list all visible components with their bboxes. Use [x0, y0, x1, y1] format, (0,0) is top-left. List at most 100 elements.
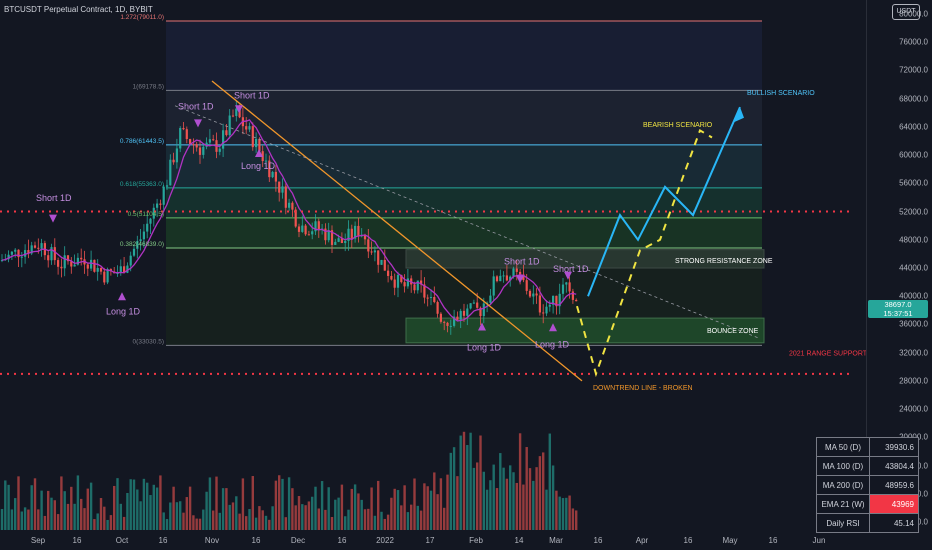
- candle-body: [449, 325, 452, 327]
- volume-bar: [20, 511, 23, 530]
- volume-bar: [66, 503, 70, 530]
- volume-bar: [538, 456, 542, 530]
- volume-bar: [238, 513, 241, 530]
- ma-value: 45.14: [869, 513, 919, 533]
- volume-bar: [254, 517, 258, 530]
- ma-label: MA 200 (D): [816, 475, 870, 495]
- time-tick: 17: [425, 536, 435, 545]
- price-tick: 44000.0: [899, 263, 928, 273]
- candle-body: [453, 316, 456, 326]
- candle-body: [301, 225, 304, 232]
- currency-badge[interactable]: USDT: [892, 4, 920, 20]
- volume-bar: [396, 490, 400, 530]
- candle-body: [14, 249, 17, 252]
- chart-title: BTCUSDT Perpetual Contract, 1D, BYBIT: [4, 5, 153, 14]
- candle-body: [20, 256, 23, 258]
- candle-body: [159, 203, 162, 205]
- volume-bar: [528, 468, 532, 530]
- candle-body: [132, 248, 136, 256]
- volume-bar: [23, 507, 27, 530]
- candle-body: [393, 279, 396, 288]
- candle-body: [123, 266, 126, 273]
- candle-body: [324, 228, 327, 241]
- candle-body: [502, 275, 505, 277]
- candle-body: [317, 221, 320, 230]
- long-marker: [549, 323, 557, 332]
- volume-bar: [10, 509, 14, 530]
- volume-bar: [116, 478, 119, 530]
- fib-level-label: 0.786(61443.5): [120, 138, 164, 145]
- short-marker: [516, 275, 524, 284]
- candle-body: [278, 181, 281, 193]
- candle-body: [66, 255, 70, 262]
- volume-bar: [208, 477, 212, 530]
- volume-bar: [311, 496, 314, 530]
- volume-bar: [0, 509, 4, 530]
- volume-bar: [532, 480, 535, 530]
- price-tick: 72000.0: [899, 65, 928, 75]
- candle-body: [420, 280, 423, 285]
- volume-bar: [198, 518, 202, 530]
- candle-body: [459, 310, 462, 320]
- candle-body: [446, 322, 449, 326]
- candle-body: [314, 221, 317, 232]
- volume-bar: [466, 445, 469, 530]
- candle-body: [126, 265, 129, 273]
- volume-bar: [43, 515, 47, 530]
- candle-body: [116, 273, 119, 275]
- volume-bar: [545, 489, 548, 530]
- volume-bar: [495, 488, 499, 530]
- candle-body: [311, 231, 314, 235]
- ma-value: 39930.6: [869, 437, 919, 457]
- candle-body: [288, 202, 291, 208]
- candle-body: [37, 247, 40, 249]
- price-tick: 60000.0: [899, 150, 928, 160]
- fib-band: [166, 90, 762, 145]
- candle-body: [327, 230, 330, 241]
- volume-bar: [525, 447, 528, 530]
- candle-body: [7, 254, 10, 260]
- volume-bar: [129, 479, 132, 530]
- candle-body: [532, 293, 535, 297]
- fib-band: [166, 144, 762, 188]
- price-chart[interactable]: 1.272(79011.0) 1(69178.5) 0.786(61443.5) 0.…: [0, 0, 866, 530]
- candle-body: [284, 186, 287, 208]
- candle-body: [340, 238, 343, 244]
- resistance-zone: [405, 249, 765, 269]
- volume-bar: [565, 497, 568, 530]
- candle-body: [142, 231, 145, 240]
- volume-bar: [27, 509, 30, 530]
- volume-bar: [142, 478, 146, 530]
- volume-bar: [429, 490, 433, 530]
- volume-bar: [575, 510, 578, 530]
- candle-body: [525, 280, 528, 291]
- candle-body: [515, 268, 518, 272]
- candle-body: [307, 234, 310, 236]
- bounce-zone-label: BOUNCE ZONE: [707, 328, 759, 335]
- volume-bar: [373, 515, 377, 530]
- volume-bar: [103, 506, 106, 530]
- volume-bar: [403, 485, 406, 530]
- candle-body: [231, 115, 235, 117]
- candle-body: [436, 302, 439, 314]
- volume-bar: [370, 487, 373, 530]
- volume-bar: [363, 509, 367, 530]
- volume-bar: [139, 501, 142, 530]
- long-marker: [255, 148, 263, 157]
- candle-body: [545, 306, 548, 314]
- volume-bar: [485, 489, 489, 530]
- ma-value: 43804.4: [869, 456, 919, 476]
- candle-body: [416, 280, 419, 291]
- bullish-scenario-path: [587, 106, 741, 297]
- time-tick: 2022: [376, 536, 394, 545]
- candle-body: [565, 282, 568, 285]
- candle-body: [334, 241, 337, 245]
- time-tick: 16: [683, 536, 693, 545]
- price-tick: 28000.0: [899, 376, 928, 386]
- candle-body: [57, 260, 60, 267]
- volume-bar: [56, 514, 60, 530]
- candle-body: [472, 302, 475, 304]
- volume-bar: [476, 462, 479, 530]
- candle-body: [63, 255, 66, 269]
- volume-bar: [386, 514, 390, 530]
